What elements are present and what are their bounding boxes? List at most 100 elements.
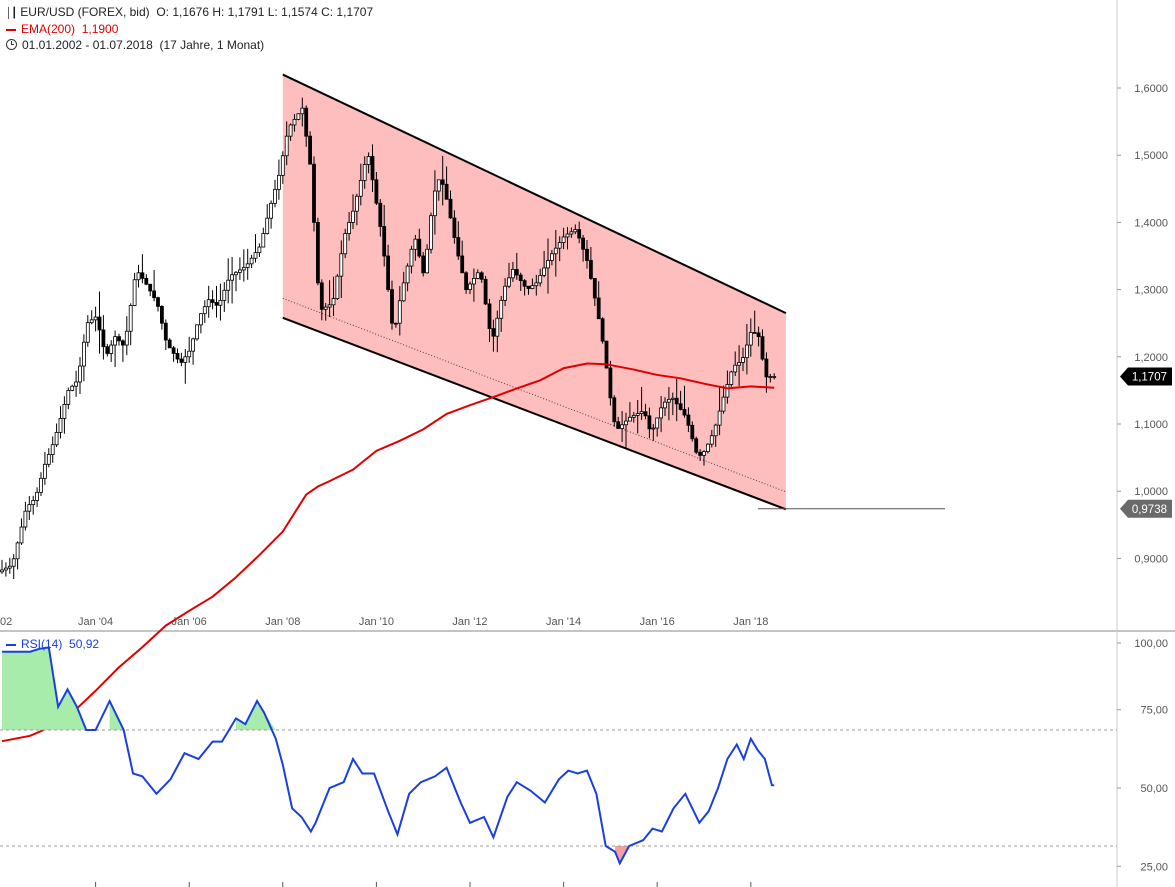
candle-body bbox=[74, 381, 78, 387]
clock-icon bbox=[6, 39, 17, 50]
channel-fill bbox=[282, 74, 786, 510]
candle-body bbox=[296, 113, 301, 120]
candle-body bbox=[745, 344, 749, 359]
candle-body bbox=[581, 237, 585, 250]
candle-body bbox=[643, 411, 648, 417]
candle-body bbox=[483, 278, 488, 305]
candle-body bbox=[43, 463, 47, 479]
candle-body bbox=[748, 332, 753, 346]
candle-body bbox=[358, 179, 363, 197]
candle-body bbox=[187, 350, 192, 358]
price-tick-label: 1,1000 bbox=[1134, 419, 1168, 431]
candle-body bbox=[713, 424, 718, 437]
candle-body bbox=[686, 414, 691, 426]
candle-body bbox=[721, 396, 726, 412]
rsi-tick-label: 50,00 bbox=[1140, 783, 1168, 795]
candle-body bbox=[413, 238, 418, 250]
candle-body bbox=[93, 316, 98, 321]
candle-body bbox=[491, 328, 496, 337]
candle-body bbox=[577, 229, 582, 239]
candle-body bbox=[475, 272, 480, 279]
candle-body bbox=[752, 332, 757, 334]
candle-body bbox=[421, 255, 426, 274]
candle-body bbox=[136, 272, 141, 281]
candle-body bbox=[183, 356, 188, 363]
candle-body bbox=[698, 451, 702, 456]
candle-body bbox=[101, 329, 106, 348]
instrument-label: EUR/USD (FOREX, bid) bbox=[20, 5, 150, 19]
candle-body bbox=[121, 340, 125, 346]
candle-body bbox=[729, 371, 734, 385]
candle-body bbox=[495, 317, 500, 337]
time-tick-label: Jan '10 bbox=[359, 616, 394, 628]
candle-body bbox=[764, 358, 769, 378]
candle-body bbox=[709, 435, 714, 445]
candle-body bbox=[596, 297, 601, 320]
date-range: 01.01.2002 - 01.07.2018 bbox=[22, 38, 153, 52]
candle-body bbox=[140, 272, 145, 279]
candle-body bbox=[300, 107, 305, 115]
last-price-box-bg bbox=[1120, 367, 1172, 386]
candle-body bbox=[46, 454, 51, 465]
candle-body bbox=[631, 415, 636, 418]
candle-body bbox=[604, 340, 609, 369]
candle-body bbox=[651, 427, 656, 430]
candle-body bbox=[487, 303, 492, 329]
candle-body bbox=[214, 302, 219, 306]
target-price-box: 0,9738 bbox=[1120, 499, 1172, 518]
last-price-box: 1,1707 bbox=[1120, 367, 1172, 386]
candle-body bbox=[312, 163, 316, 223]
candle-body bbox=[163, 322, 168, 341]
candle-body bbox=[117, 336, 121, 342]
candle-body bbox=[405, 265, 410, 284]
channel-lower-line bbox=[282, 316, 787, 511]
candle-body bbox=[468, 283, 472, 290]
candle-body bbox=[261, 233, 266, 248]
candle-body bbox=[124, 330, 129, 346]
candle-body bbox=[382, 226, 387, 257]
candle-body bbox=[647, 415, 652, 430]
candle-body bbox=[70, 385, 75, 391]
candle-body bbox=[210, 299, 215, 303]
candle-body bbox=[58, 417, 63, 433]
candle-body bbox=[760, 336, 765, 360]
rsi-overbought-fill bbox=[236, 701, 276, 730]
candle-body bbox=[432, 190, 437, 217]
candle-body bbox=[682, 409, 687, 416]
time-tick-label: Jan '06 bbox=[172, 616, 207, 628]
candle-body bbox=[670, 397, 675, 400]
candle-body bbox=[347, 221, 352, 234]
candle-body bbox=[390, 289, 394, 324]
candle-body bbox=[50, 444, 55, 455]
rsi-tick-label: 75,00 bbox=[1140, 705, 1168, 717]
candle-body bbox=[378, 202, 383, 227]
price-tick-label: 1,5000 bbox=[1134, 150, 1168, 162]
candle-body bbox=[464, 272, 469, 290]
candle-body bbox=[510, 269, 515, 279]
candle-body bbox=[690, 424, 695, 440]
candle-body bbox=[276, 174, 281, 190]
candle-body bbox=[179, 358, 184, 363]
candle-body bbox=[237, 269, 242, 273]
candle-body bbox=[105, 346, 110, 354]
candle-body bbox=[589, 260, 593, 279]
rsi-tick-label: 100,00 bbox=[1134, 638, 1168, 650]
candle-body bbox=[756, 332, 761, 338]
candle-body bbox=[339, 253, 344, 277]
candle-body bbox=[659, 407, 663, 419]
candle-body bbox=[639, 411, 644, 414]
candle-body bbox=[249, 257, 254, 265]
candle-body bbox=[612, 397, 617, 423]
candle-body bbox=[569, 231, 574, 235]
candle-body bbox=[167, 339, 172, 349]
candle-body bbox=[565, 233, 570, 238]
candle-body bbox=[226, 279, 231, 291]
ema-label: EMA(200) bbox=[21, 22, 76, 36]
candle-body bbox=[678, 403, 683, 410]
candle-body bbox=[374, 179, 379, 204]
candle-body bbox=[401, 282, 406, 302]
candle-body bbox=[218, 299, 223, 306]
candle-body bbox=[54, 431, 59, 446]
candle-body bbox=[308, 135, 313, 165]
